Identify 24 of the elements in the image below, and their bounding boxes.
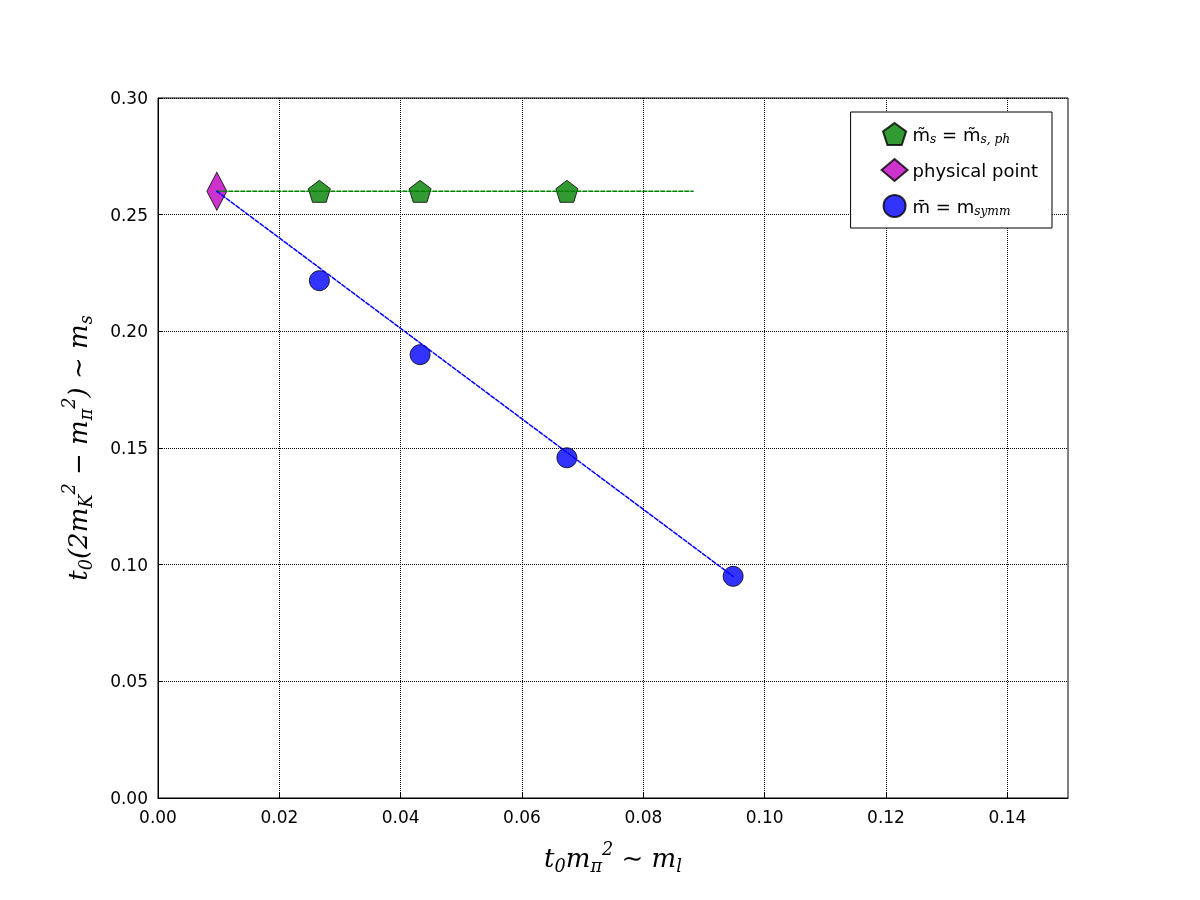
- x-tick-label: 0.08: [624, 806, 663, 827]
- x-tick-label: 0.14: [988, 806, 1027, 827]
- y-tick-label: 0.30: [110, 88, 148, 108]
- x-tick-label: 0.00: [139, 806, 177, 827]
- y-tick-label: 0.20: [110, 321, 148, 342]
- x-tick-label: 0.04: [381, 806, 420, 827]
- y-tick-label: 0.00: [110, 788, 148, 808]
- y-tick-label: 0.15: [110, 438, 148, 458]
- text: t0(2mK2 − mπ2) ∼ ms: [58, 315, 96, 581]
- x-tick-label: 0.02: [260, 806, 299, 827]
- point: [555, 179, 579, 203]
- legend-label: physical point: [912, 159, 1038, 181]
- y-tick-label: 0.10: [110, 554, 148, 575]
- point: [408, 179, 432, 203]
- point: [409, 344, 431, 366]
- point: [307, 179, 331, 203]
- y-tick-label: 0.25: [110, 204, 148, 225]
- x-tick-label: 0.10: [745, 806, 784, 827]
- point: [308, 270, 330, 292]
- point: [722, 565, 744, 587]
- point: [556, 447, 578, 469]
- x-tick-label: 0.12: [867, 806, 905, 827]
- x-tick-label: 0.06: [503, 806, 541, 827]
- y-tick-label: 0.05: [110, 671, 148, 692]
